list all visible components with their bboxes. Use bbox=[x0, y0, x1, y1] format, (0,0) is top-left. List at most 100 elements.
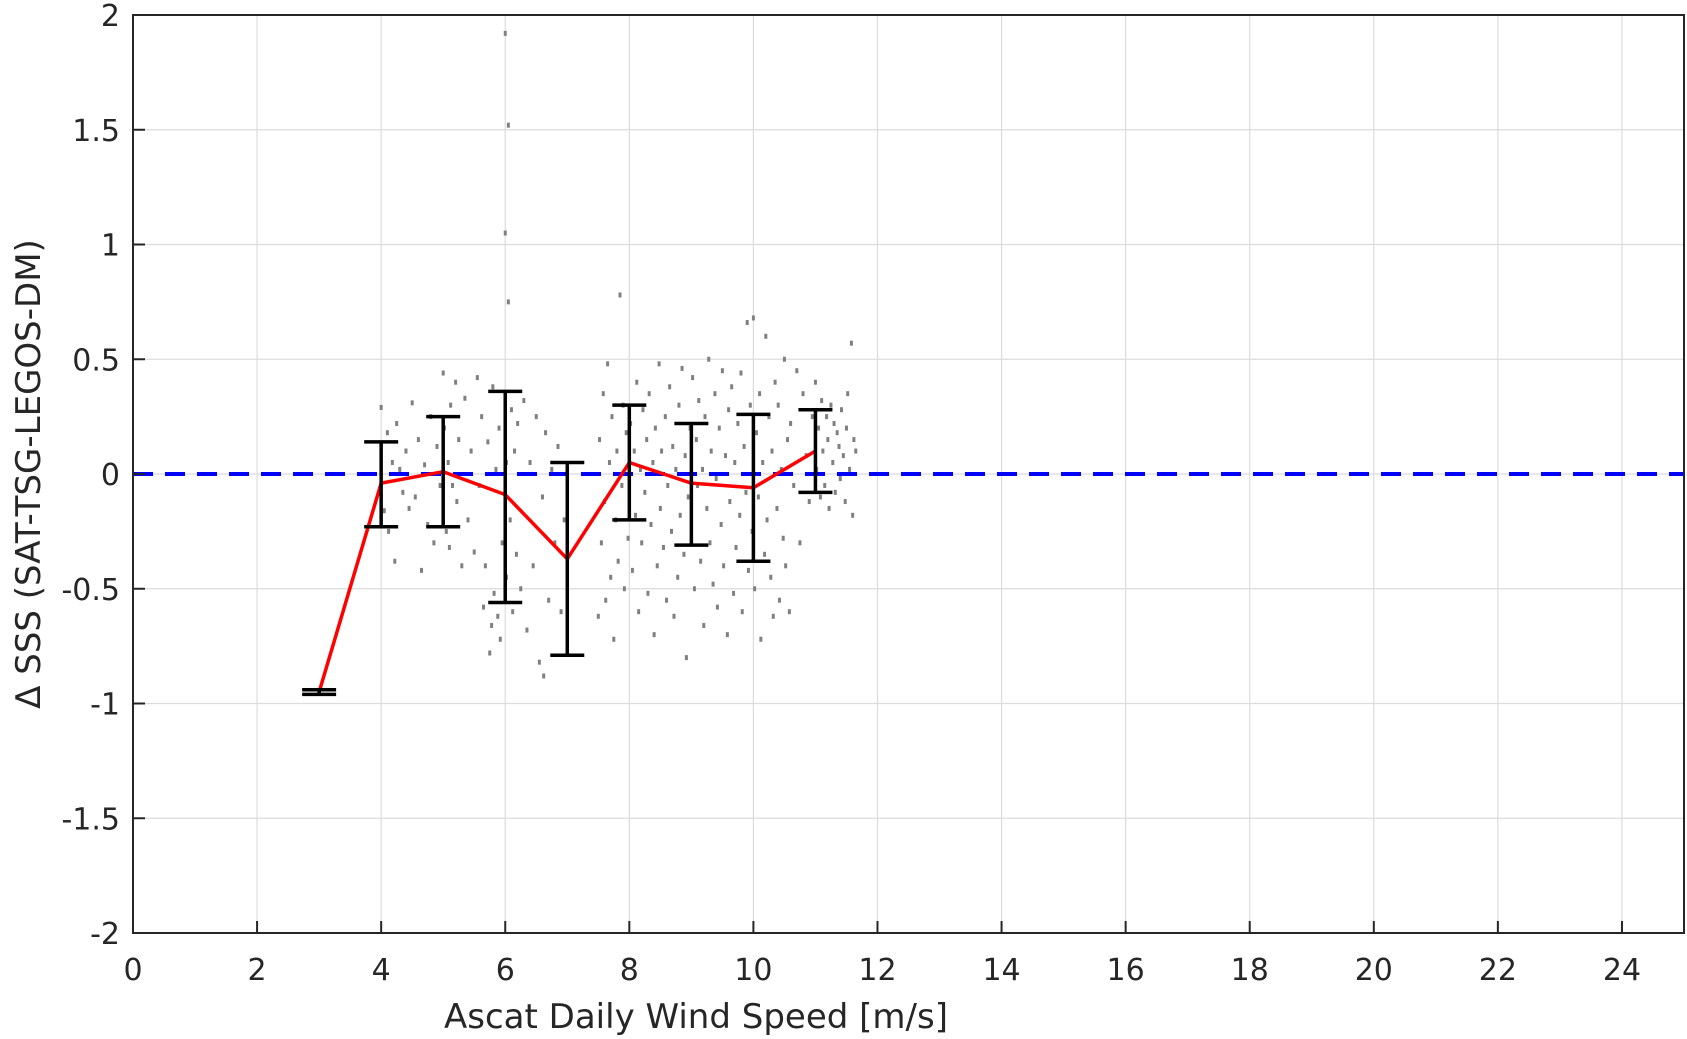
scatter-point bbox=[651, 460, 655, 466]
scatter-point bbox=[652, 632, 656, 638]
scatter-point bbox=[713, 391, 717, 397]
scatter-point bbox=[759, 636, 763, 642]
scatter-point bbox=[733, 460, 737, 466]
error-bar bbox=[736, 412, 771, 563]
error-bar bbox=[426, 414, 461, 529]
scatter-point bbox=[813, 379, 817, 385]
scatter-point bbox=[720, 368, 724, 374]
scatter-point bbox=[736, 421, 740, 427]
scatter-point bbox=[647, 391, 651, 397]
scatter-point bbox=[764, 333, 768, 339]
error-bar bbox=[612, 403, 647, 522]
scatter-point bbox=[744, 489, 748, 495]
scatter-point bbox=[697, 398, 701, 404]
scatter-point bbox=[447, 544, 451, 550]
x-tick-label: 22 bbox=[1479, 953, 1517, 988]
scatter-point bbox=[426, 521, 430, 527]
y-tick-label: 2 bbox=[101, 0, 120, 34]
scatter-point bbox=[609, 574, 613, 580]
scatter-point bbox=[672, 613, 676, 619]
scatter-point bbox=[513, 448, 517, 454]
scatter-point bbox=[727, 407, 731, 413]
scatter-point bbox=[837, 443, 841, 449]
y-tick-label: -2 bbox=[90, 917, 120, 952]
scatter-point bbox=[382, 508, 386, 514]
scatter-point bbox=[795, 368, 799, 374]
scatter-point bbox=[537, 659, 541, 665]
scatter-point bbox=[789, 421, 793, 427]
scatter-point bbox=[787, 609, 791, 615]
scatter-point bbox=[643, 489, 647, 495]
x-axis-label: Ascat Daily Wind Speed [m/s] bbox=[444, 997, 948, 1037]
scatter-point bbox=[820, 398, 824, 404]
scatter-point bbox=[746, 567, 750, 573]
scatter-point bbox=[438, 482, 442, 488]
y-tick-label: -1.5 bbox=[61, 802, 120, 837]
scatter-point bbox=[550, 466, 554, 472]
scatter-point bbox=[640, 540, 644, 546]
scatter-point bbox=[503, 30, 507, 36]
scatter-point bbox=[717, 425, 721, 431]
scatter-point bbox=[839, 407, 843, 413]
scatter-point bbox=[821, 448, 825, 454]
scatter-point bbox=[825, 414, 829, 420]
scatter-point bbox=[379, 404, 383, 410]
scatter-point bbox=[773, 379, 777, 385]
scatter-point bbox=[503, 230, 507, 236]
scatter-point bbox=[807, 499, 811, 505]
scatter-point bbox=[454, 379, 458, 385]
scatter-point bbox=[660, 448, 664, 454]
scatter-point bbox=[508, 517, 512, 523]
scatter-point bbox=[702, 622, 706, 628]
x-tick-label: 16 bbox=[1107, 953, 1145, 988]
scatter-point bbox=[620, 482, 624, 488]
scatter-point bbox=[612, 636, 616, 642]
error-bar bbox=[798, 407, 833, 495]
scatter-point bbox=[466, 517, 470, 523]
scatter-point bbox=[451, 482, 455, 488]
scatter-point bbox=[777, 597, 781, 603]
scatter-point bbox=[416, 437, 420, 443]
scatter-point bbox=[596, 613, 600, 619]
error-bar bbox=[302, 687, 337, 697]
scatter-point bbox=[446, 460, 450, 466]
scatter-point bbox=[748, 402, 752, 408]
scatter-point bbox=[715, 604, 719, 610]
scatter-point bbox=[630, 567, 634, 573]
scatter-point bbox=[562, 517, 566, 523]
scatter-point bbox=[531, 563, 535, 569]
scatter-point bbox=[758, 391, 762, 397]
scatter-point bbox=[835, 430, 839, 436]
scatter-point bbox=[854, 448, 858, 454]
y-tick-label: 0 bbox=[101, 458, 120, 493]
x-ticks: 0 2 4 6 8 10 12 14 16 18 20 22 24 bbox=[123, 921, 1641, 988]
scatter-point bbox=[646, 590, 650, 596]
scatter-point bbox=[449, 402, 453, 408]
scatter-point bbox=[696, 482, 700, 488]
scatter-point bbox=[606, 361, 610, 367]
scatter-point bbox=[637, 609, 641, 615]
scatter-point bbox=[844, 425, 848, 431]
scatter-point bbox=[703, 414, 707, 420]
scatter-point bbox=[522, 398, 526, 404]
scatter-point bbox=[823, 482, 827, 488]
scatter-point bbox=[469, 448, 473, 454]
scatter-point bbox=[395, 421, 399, 427]
x-tick-label: 18 bbox=[1231, 953, 1269, 988]
error-bar bbox=[488, 389, 523, 605]
scatter-point bbox=[725, 632, 729, 638]
error-bars bbox=[302, 389, 833, 697]
scatter-point bbox=[444, 528, 448, 534]
scatter-point bbox=[832, 421, 836, 427]
scatter-point bbox=[801, 391, 805, 397]
scatter-point bbox=[740, 609, 744, 615]
scatter-point bbox=[641, 407, 645, 413]
scatter-point bbox=[852, 437, 856, 443]
scatter-point bbox=[833, 489, 837, 495]
scatter-point bbox=[753, 586, 757, 592]
x-tick-label: 8 bbox=[620, 953, 639, 988]
scatter-point bbox=[482, 604, 486, 610]
scatter-point bbox=[849, 340, 853, 346]
scatter-point bbox=[810, 414, 814, 420]
scatter-point bbox=[601, 391, 605, 397]
